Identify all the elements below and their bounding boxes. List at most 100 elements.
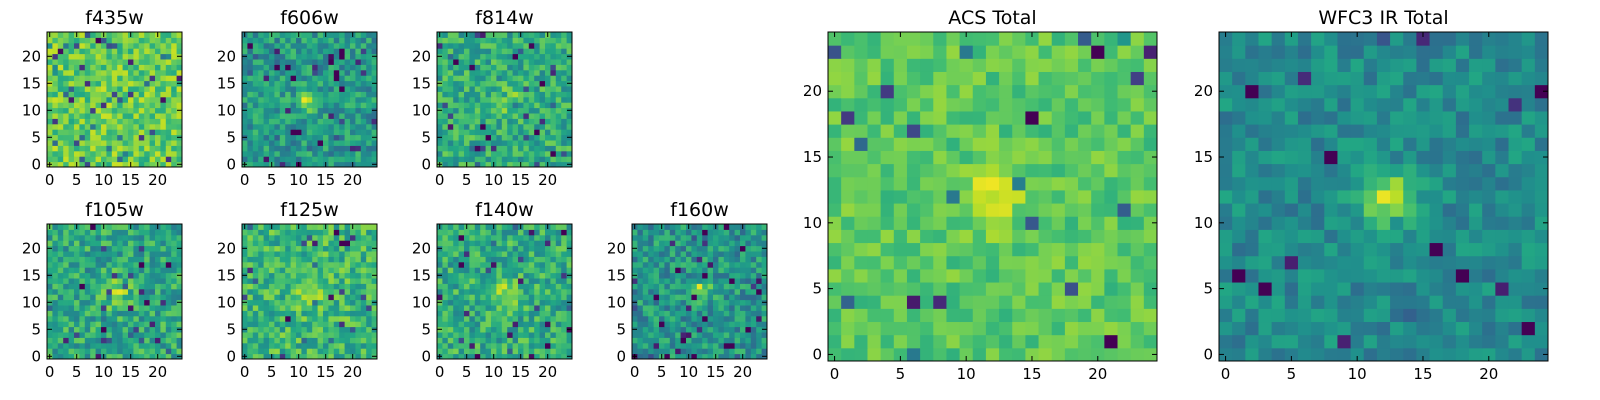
heatmap-cell — [745, 315, 752, 322]
heatmap-cell — [740, 240, 746, 247]
heatmap-cell — [84, 113, 91, 119]
axes-frame — [241, 31, 378, 168]
heatmap-cell — [258, 229, 265, 236]
heatmap-cell — [1012, 189, 1026, 204]
heatmap-cell — [52, 299, 59, 306]
heatmap-cell — [946, 308, 961, 323]
heatmap-cell — [101, 123, 107, 130]
heatmap-cell — [339, 69, 346, 76]
heatmap-cell — [453, 113, 460, 119]
heatmap-cell — [133, 69, 140, 76]
heatmap-cell — [247, 42, 254, 49]
heatmap-cell — [1064, 163, 1079, 178]
heatmap-cell — [442, 64, 449, 71]
heatmap-cell — [653, 332, 660, 338]
heatmap-cell — [518, 42, 524, 49]
heatmap-cell — [57, 332, 64, 338]
heatmap-cell — [550, 75, 557, 82]
heatmap-cell — [258, 267, 265, 274]
heatmap-cell — [301, 299, 308, 306]
heatmap-cell — [464, 288, 470, 295]
heatmap-cell — [550, 278, 557, 284]
heatmap-cell — [355, 234, 362, 241]
heatmap-cell — [669, 245, 676, 252]
heatmap-cell — [117, 96, 124, 103]
heatmap-cell — [453, 267, 460, 274]
heatmap-cell — [718, 261, 725, 268]
heatmap-cell — [90, 156, 97, 163]
heatmap-cell — [756, 299, 763, 306]
heatmap-cell — [160, 326, 167, 333]
heatmap-cell — [366, 229, 373, 236]
heatmap-cell — [729, 305, 736, 311]
heatmap-cell — [63, 294, 70, 301]
heatmap-cell — [122, 240, 129, 247]
heatmap-cell — [258, 332, 265, 338]
heatmap-cell — [274, 91, 281, 98]
heatmap-cell — [729, 310, 736, 317]
heatmap-cell — [355, 37, 362, 44]
heatmap-cell — [79, 326, 86, 333]
heatmap-cell — [550, 305, 557, 311]
heatmap-cell — [696, 342, 703, 349]
heatmap-cell — [1104, 295, 1119, 309]
heatmap-cell — [301, 245, 308, 252]
heatmap-cell — [285, 42, 292, 49]
heatmap-cell — [1064, 308, 1079, 323]
heatmap-cell — [523, 123, 530, 130]
heatmap-cell — [47, 59, 53, 65]
heatmap-cell — [1117, 268, 1132, 283]
heatmap-cell — [111, 59, 118, 65]
axes-frame — [46, 223, 183, 360]
heatmap-cell — [128, 261, 134, 268]
heatmap-cell — [57, 102, 64, 109]
heatmap-cell — [507, 224, 514, 230]
heatmap-cell — [828, 295, 842, 309]
heatmap-cell — [68, 37, 75, 44]
heatmap-cell — [464, 348, 470, 355]
heatmap-cell — [63, 140, 70, 146]
heatmap-cell — [63, 32, 70, 38]
heatmap-cell — [637, 305, 644, 311]
heatmap-cell — [263, 305, 270, 311]
heatmap-cell — [344, 278, 351, 284]
heatmap-cell — [458, 353, 465, 360]
heatmap-cell — [480, 48, 487, 55]
heatmap-cell — [534, 80, 541, 87]
heatmap-cell — [691, 283, 698, 290]
heatmap-cell — [702, 326, 709, 333]
heatmap-cell — [707, 256, 714, 263]
heatmap-cell — [675, 332, 682, 338]
heatmap-cell — [366, 326, 373, 333]
heatmap-cell — [117, 145, 124, 152]
heatmap-cell — [453, 278, 460, 284]
heatmap-cell — [469, 161, 476, 168]
y-tick-label: 15 — [217, 266, 236, 284]
heatmap-cell — [149, 251, 156, 257]
heatmap-cell — [47, 234, 53, 241]
heatmap-cell — [512, 42, 519, 49]
heatmap-cell — [84, 332, 91, 338]
heatmap-cell — [90, 134, 97, 141]
heatmap-cell — [79, 305, 86, 311]
heatmap-cell — [491, 315, 497, 322]
heatmap-cell — [707, 326, 714, 333]
heatmap-cell — [637, 234, 644, 241]
heatmap-cell — [312, 118, 319, 125]
heatmap-cell — [756, 229, 763, 236]
heatmap-cell — [312, 234, 319, 241]
y-tick-label: 0 — [226, 347, 236, 365]
heatmap-cell — [133, 278, 140, 284]
heatmap-cell — [539, 353, 546, 360]
heatmap-cell — [496, 315, 503, 322]
heatmap-cell — [111, 294, 118, 301]
heatmap-cell — [680, 288, 687, 295]
heatmap-cell — [47, 337, 53, 344]
heatmap-cell — [285, 161, 292, 168]
heatmap-cell — [149, 310, 156, 317]
heatmap-cell — [301, 48, 308, 55]
heatmap-cell — [745, 310, 752, 317]
heatmap-cell — [933, 282, 947, 296]
heatmap-cell — [149, 299, 156, 306]
heatmap-cell — [523, 261, 530, 268]
